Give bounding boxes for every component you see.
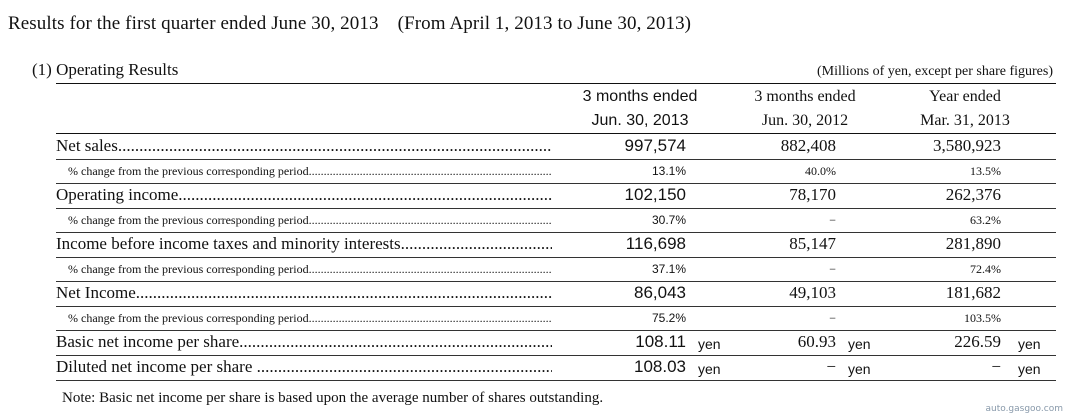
table-row: % change from the previous corresponding… — [56, 258, 1056, 282]
cell-value: 75.2% — [651, 311, 686, 325]
row-label: % change from the previous corresponding… — [68, 311, 552, 325]
row-divider — [56, 306, 1056, 307]
row-divider — [56, 183, 1056, 184]
table-row: Diluted net income per share ...........… — [56, 356, 1056, 381]
row-divider — [56, 281, 1056, 282]
cell-value: 63.2% — [970, 213, 1001, 227]
row-label: % change from the previous corresponding… — [68, 262, 552, 276]
row-label: Income before income taxes and minority … — [56, 234, 552, 253]
cell-value: 30.7% — [651, 213, 686, 227]
cell-value: 78,170 — [789, 185, 836, 204]
row-label: Diluted net income per share ...........… — [56, 357, 552, 376]
cell-value: 102,150 — [624, 185, 686, 204]
row-divider — [56, 208, 1056, 209]
table-row: % change from the previous corresponding… — [56, 160, 1056, 184]
table-row: Income before income taxes and minority … — [56, 233, 1056, 258]
section-underline — [56, 83, 1056, 84]
cell-value: 60.93 — [797, 332, 836, 351]
row-label: % change from the previous corresponding… — [68, 164, 552, 178]
table-row: % change from the previous corresponding… — [56, 209, 1056, 233]
row-divider — [56, 355, 1056, 356]
row-divider — [56, 232, 1056, 233]
cell-unit: yen — [1018, 361, 1041, 377]
cell-value: 262,376 — [945, 185, 1001, 204]
col-header-q1-2013-line1: 3 months ended — [582, 88, 698, 105]
cell-value: 13.1% — [651, 164, 686, 178]
cell-value: − — [826, 357, 836, 376]
cell-value: 72.4% — [970, 262, 1001, 276]
cell-value: 108.03 — [634, 357, 686, 376]
cell-value: 40.0% — [805, 164, 836, 178]
cell-value: 116,698 — [625, 234, 686, 253]
header-rule — [56, 133, 1056, 134]
cell-value: 13.5% — [970, 164, 1001, 178]
cell-value: − — [829, 311, 836, 325]
col-header-fy-2013-line1: Year ended — [929, 88, 1001, 105]
footnote: Note: Basic net income per share is base… — [62, 390, 604, 406]
table-row: Net sales...............................… — [56, 135, 1056, 160]
cell-value: 86,043 — [634, 283, 686, 302]
cell-value: 108.11 — [635, 332, 686, 351]
section-title: (1) Operating Results — [32, 60, 179, 79]
row-divider — [56, 380, 1056, 381]
cell-value: − — [991, 357, 1001, 376]
row-divider — [56, 330, 1056, 331]
table-row: Operating income........................… — [56, 184, 1056, 209]
cell-value: − — [829, 213, 836, 227]
cell-unit: yen — [848, 361, 871, 377]
row-label: Basic net income per share..............… — [56, 332, 552, 351]
col-header-q1-2012-line1: 3 months ended — [754, 88, 856, 105]
row-label: % change from the previous corresponding… — [68, 213, 552, 227]
cell-value: 37.1% — [651, 262, 686, 276]
cell-value: 103.5% — [964, 311, 1001, 325]
col-header-fy-2013-line2: Mar. 31, 2013 — [920, 112, 1010, 129]
cell-value: 882,408 — [780, 136, 836, 155]
cell-value: 3,580,923 — [933, 136, 1001, 155]
cell-value: 49,103 — [789, 283, 836, 302]
cell-unit: yen — [698, 336, 721, 352]
cell-unit: yen — [1018, 336, 1041, 352]
cell-value: − — [829, 262, 836, 276]
row-label: Operating income........................… — [56, 185, 552, 204]
table-row: Basic net income per share..............… — [56, 331, 1056, 356]
cell-value: 281,890 — [945, 234, 1001, 253]
row-label: Net sales...............................… — [56, 136, 552, 155]
page-title: Results for the first quarter ended June… — [8, 13, 692, 34]
cell-value: 181,682 — [945, 283, 1001, 302]
watermark: auto.gasgoo.com — [985, 404, 1063, 414]
row-label: Net Income..............................… — [56, 283, 552, 302]
col-header-q1-2012-line2: Jun. 30, 2012 — [761, 112, 849, 129]
table-row: % change from the previous corresponding… — [56, 307, 1056, 331]
row-divider — [56, 159, 1056, 160]
table-row: Net Income..............................… — [56, 282, 1056, 307]
cell-value: 226.59 — [954, 332, 1001, 351]
row-divider — [56, 257, 1056, 258]
col-header-q1-2013-line2: Jun. 30, 2013 — [591, 112, 689, 129]
cell-unit: yen — [698, 361, 721, 377]
cell-value: 85,147 — [789, 234, 836, 253]
cell-value: 997,574 — [624, 136, 686, 155]
units-note: (Millions of yen, except per share figur… — [817, 64, 1053, 79]
cell-unit: yen — [848, 336, 871, 352]
